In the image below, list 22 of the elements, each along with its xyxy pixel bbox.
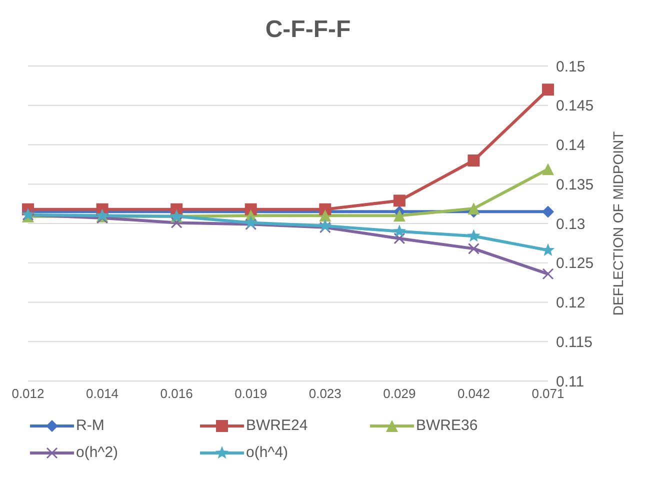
x-tick-label: 0.019 [234,386,268,402]
legend-label: o(h^4) [246,444,288,461]
legend-label: BWRE24 [246,417,308,434]
chart-title: C-F-F-F [264,16,352,44]
y-axis-title: DEFLECTION OF MIDPOINT [610,130,626,316]
y-tick-label: 0.135 [556,176,594,194]
x-tick-label: 0.012 [12,386,44,402]
x-tick-label: 0.042 [457,386,490,402]
x-tick-label: 0.014 [86,386,119,402]
legend-label: o(h^2) [76,444,118,461]
y-tick-label: 0.115 [556,334,592,351]
y-tick-label: 0.12 [556,294,586,312]
x-tick-label: 0.023 [308,386,342,402]
y-tick-label: 0.14 [556,137,586,154]
y-tick-label: 0.13 [556,216,586,233]
y-tick-label: 0.145 [556,98,594,115]
y-tick-label: 0.125 [556,255,594,272]
x-tick-label: 0.029 [383,386,416,402]
x-tick-label: 0.016 [160,386,193,402]
y-tick-label: 0.15 [556,58,586,76]
legend-label: BWRE36 [416,417,478,434]
legend-label: R-M [76,417,104,434]
